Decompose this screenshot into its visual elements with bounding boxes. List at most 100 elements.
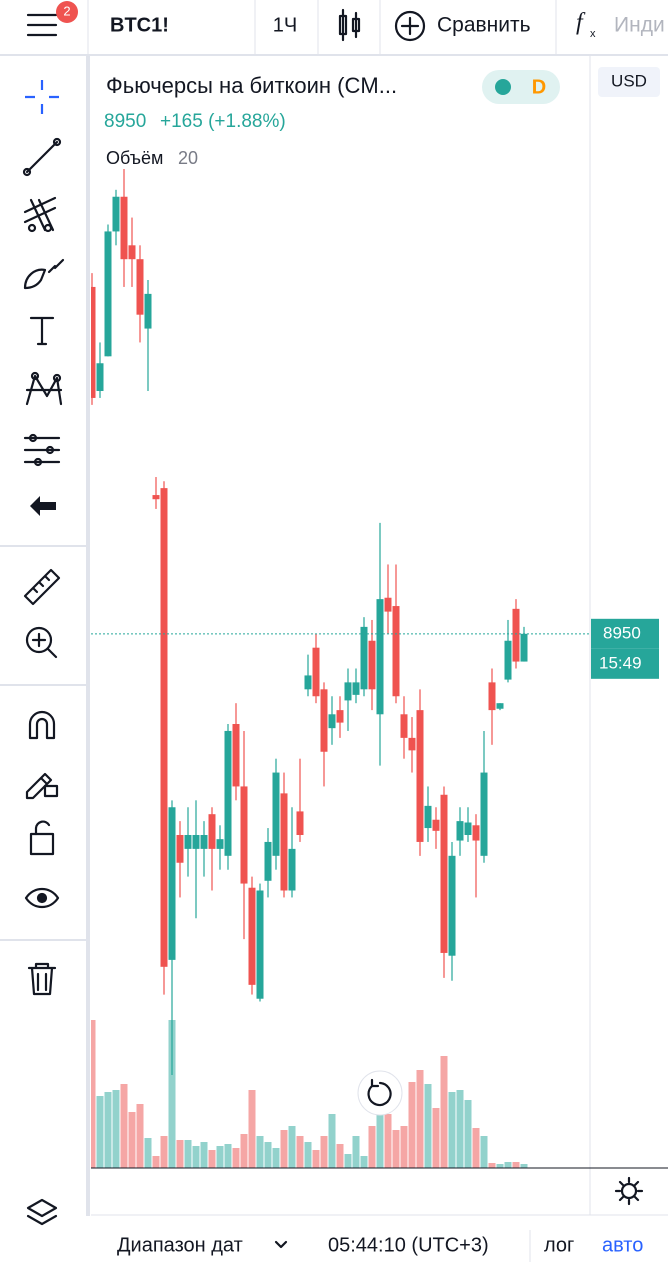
- candle-body: [296, 811, 304, 835]
- delete-tool[interactable]: [27, 962, 57, 996]
- symbol[interactable]: BTC1!: [110, 14, 169, 36]
- currency[interactable]: USD: [611, 71, 647, 90]
- chart-type-button[interactable]: [338, 8, 361, 42]
- candle-body: [256, 890, 264, 999]
- candle-body: [416, 710, 424, 842]
- auto-toggle[interactable]: авто: [602, 1234, 643, 1256]
- volume-bar: [296, 1136, 304, 1168]
- compare-button[interactable]: Сравнить: [394, 10, 531, 42]
- volume-bar: [240, 1134, 248, 1168]
- pattern-tool[interactable]: [25, 371, 63, 406]
- market-status[interactable]: D: [532, 76, 546, 98]
- candle-body: [520, 633, 528, 662]
- volume-bar: [328, 1114, 336, 1168]
- zoom-tool[interactable]: [25, 626, 58, 659]
- reset-button[interactable]: [357, 1070, 403, 1116]
- volume-bar: [112, 1090, 120, 1168]
- log-toggle[interactable]: лог: [544, 1234, 574, 1256]
- hide-toolbar[interactable]: [30, 496, 56, 516]
- last-price: 8950: [104, 111, 146, 132]
- volume-bar: [144, 1138, 152, 1168]
- clock[interactable]: 05:44:10 (UTC+3): [328, 1234, 489, 1256]
- candle-body: [224, 730, 232, 856]
- candle-body: [344, 682, 352, 701]
- volume-bar: [120, 1084, 128, 1168]
- candle-body: [456, 821, 464, 841]
- candle-body: [464, 822, 472, 835]
- candle-body: [328, 714, 336, 729]
- volume-bar: [232, 1148, 240, 1168]
- candle-body: [392, 606, 400, 697]
- candle-body: [200, 835, 208, 849]
- text-tool[interactable]: [29, 316, 55, 346]
- volume-bar: [488, 1163, 496, 1168]
- candle-body: [368, 640, 376, 690]
- candle-body: [432, 819, 440, 831]
- volume-bar: [504, 1162, 512, 1168]
- volume-bar: [472, 1128, 480, 1168]
- settings-button[interactable]: [614, 1176, 644, 1206]
- candle-body: [352, 682, 360, 695]
- candle-body: [152, 495, 160, 500]
- volume-bar: [256, 1136, 264, 1168]
- ruler-tool[interactable]: [23, 568, 61, 606]
- candle-body: [96, 363, 104, 391]
- volume-bar: [376, 1098, 384, 1168]
- candle-body: [144, 293, 152, 329]
- volume-bar: [168, 1020, 176, 1168]
- menu-button[interactable]: 2: [26, 1, 78, 37]
- layers-button[interactable]: [26, 1198, 58, 1226]
- candle-body: [512, 608, 520, 662]
- prediction-tool[interactable]: [23, 433, 61, 467]
- volume-bar: [464, 1100, 472, 1168]
- lock-drawing-tool[interactable]: [25, 772, 59, 800]
- interval[interactable]: 1Ч: [273, 14, 297, 36]
- candle-body: [408, 737, 416, 751]
- candle-body: [504, 640, 512, 680]
- candle-body: [320, 689, 328, 752]
- volume-bar: [280, 1130, 288, 1168]
- candle-body: [91, 286, 96, 398]
- last-price-label: 8950: [603, 623, 641, 642]
- visibility-tool[interactable]: [24, 887, 60, 909]
- candle-body: [360, 626, 368, 690]
- candle-body: [472, 825, 480, 841]
- volume-bar: [304, 1142, 312, 1168]
- volume-bar: [360, 1156, 368, 1168]
- svg-text:f: f: [576, 10, 586, 36]
- indicators-button[interactable]: f x Инди: [576, 10, 665, 40]
- volume-bar: [224, 1144, 232, 1168]
- volume-bar: [208, 1150, 216, 1168]
- volume-label: Объём: [106, 148, 163, 168]
- lock-tool[interactable]: [29, 820, 55, 856]
- candle-body: [176, 835, 184, 863]
- candle-body: [240, 786, 248, 884]
- date-range[interactable]: Диапазон дат: [117, 1234, 243, 1256]
- volume-bar: [288, 1126, 296, 1168]
- volume-bar: [184, 1140, 192, 1168]
- candle-body: [232, 724, 240, 787]
- brush-tool[interactable]: [23, 258, 65, 290]
- volume-bar: [176, 1140, 184, 1168]
- volume-bar: [264, 1142, 272, 1168]
- candle-body: [400, 714, 408, 738]
- volume-bar: [512, 1162, 520, 1168]
- candle-body: [496, 703, 504, 709]
- indicators-label: Инди: [614, 14, 665, 37]
- volume-bar: [520, 1164, 528, 1168]
- fib-tool[interactable]: [23, 196, 57, 233]
- trend-line-tool[interactable]: [22, 137, 62, 177]
- volume-bar: [480, 1136, 488, 1168]
- candle-body: [168, 807, 176, 960]
- volume-bar: [496, 1164, 504, 1168]
- countdown-box: [591, 648, 659, 679]
- volume-bar: [432, 1108, 440, 1168]
- volume-bar: [192, 1146, 200, 1168]
- volume-bar: [440, 1056, 448, 1168]
- volume-bar: [448, 1092, 456, 1168]
- magnet-tool[interactable]: [28, 710, 56, 740]
- price-change: +165 (+1.88%): [160, 111, 286, 132]
- crosshair-tool[interactable]: [25, 80, 59, 114]
- volume-bar: [91, 1020, 96, 1168]
